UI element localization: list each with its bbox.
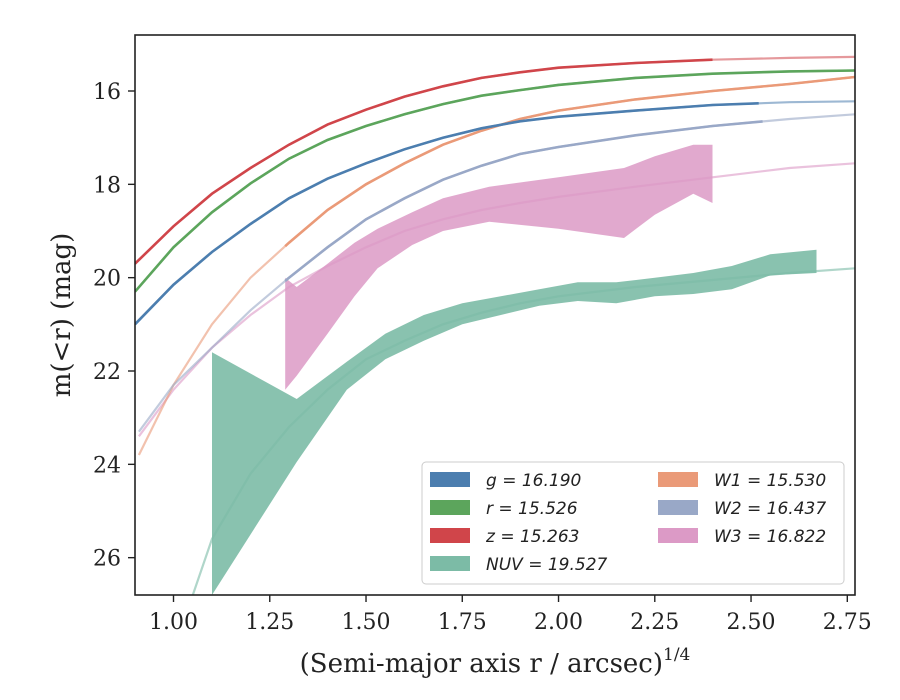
y-tick-label: 22 bbox=[93, 360, 121, 385]
profile-line-r bbox=[135, 69, 855, 293]
x-axis-title-sup: 1/4 bbox=[663, 645, 690, 665]
x-axis-title: (Semi-major axis r / arcsec)1/4 bbox=[300, 645, 691, 679]
legend: g = 16.190 r = 15.526 z = 15.263 NUV = 19.5… bbox=[421, 461, 845, 585]
profile-line-w2 bbox=[284, 120, 763, 282]
legend-label-g: g = 16.190 bbox=[486, 471, 581, 491]
axes-layer: 1.00 1.25 1.50 1.75 2.00 2.25 2.50 2.75 16 18 20 22… bbox=[93, 80, 872, 635]
legend-swatch-w2 bbox=[658, 500, 698, 515]
x-axis-title-text: (Semi-major axis r / arcsec) bbox=[300, 649, 663, 679]
legend-swatch-w3 bbox=[658, 528, 698, 543]
legend-swatch-w1 bbox=[658, 472, 698, 487]
y-axis-title: m(<r) (mag) bbox=[47, 233, 77, 398]
x-tick-label: 1.75 bbox=[438, 610, 487, 635]
plot-frame bbox=[134, 34, 856, 596]
profile-line-z bbox=[135, 58, 713, 265]
x-tick-label: 2.75 bbox=[823, 610, 872, 635]
band-w3 bbox=[285, 144, 713, 390]
x-tick-label: 1.00 bbox=[149, 610, 198, 635]
data-layer bbox=[135, 55, 855, 595]
legend-swatch-nuv bbox=[430, 556, 470, 571]
x-tick-label: 2.00 bbox=[534, 610, 583, 635]
y-tick-label: 20 bbox=[93, 267, 121, 292]
legend-swatch-g bbox=[430, 472, 470, 487]
legend-label-r: r = 15.526 bbox=[486, 499, 578, 519]
legend-frame bbox=[421, 461, 845, 585]
y-tick-label: 24 bbox=[93, 453, 121, 478]
legend-label-w1: W1 = 15.530 bbox=[714, 471, 826, 491]
profile-line-g bbox=[135, 102, 759, 326]
x-tick-label: 1.25 bbox=[245, 610, 294, 635]
model-curve-nuv bbox=[191, 267, 855, 595]
y-tick-label: 16 bbox=[93, 80, 121, 105]
x-tick-label: 2.50 bbox=[727, 610, 776, 635]
legend-swatch-r bbox=[430, 500, 470, 515]
y-tick-label: 18 bbox=[93, 173, 121, 198]
legend-swatch-z bbox=[430, 528, 470, 543]
legend-label-w2: W2 = 16.437 bbox=[714, 499, 826, 519]
legend-label-z: z = 15.263 bbox=[485, 527, 579, 547]
model-curve-w3 bbox=[138, 162, 855, 437]
legend-label-w3: W3 = 16.822 bbox=[714, 527, 826, 547]
legend-label-nuv: NUV = 19.527 bbox=[486, 555, 608, 575]
x-tick-label: 2.25 bbox=[630, 610, 679, 635]
x-tick-label: 1.50 bbox=[342, 610, 391, 635]
y-tick-label: 26 bbox=[93, 547, 121, 572]
profile-line-w1 bbox=[284, 75, 855, 248]
